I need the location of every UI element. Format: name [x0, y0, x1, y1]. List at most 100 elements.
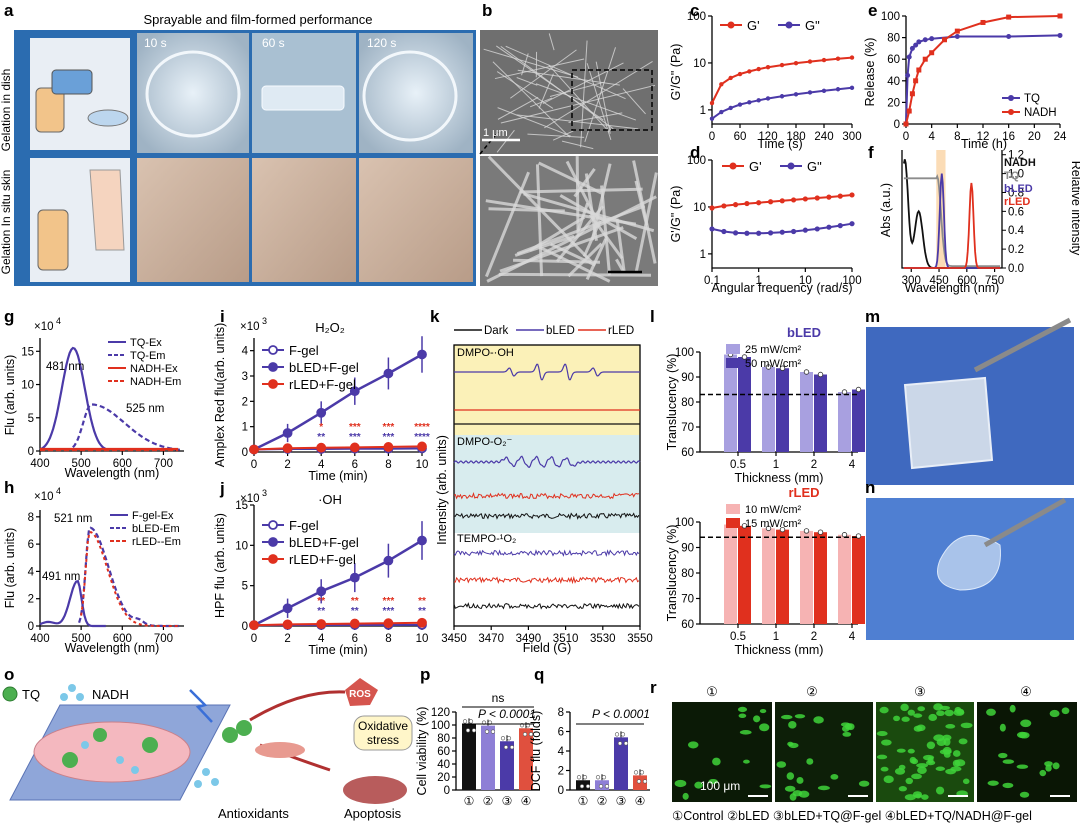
l-ytick-90: 90	[681, 372, 694, 384]
e-point-0-10	[1057, 32, 1063, 38]
c-point-0-12	[849, 55, 855, 60]
fluor-cell-1-11	[806, 758, 814, 765]
fluor-cell-1-19	[813, 716, 824, 724]
l2-dot-1-3	[855, 533, 862, 539]
c-point-0-4	[747, 69, 752, 74]
k-xlabel: Field (G)	[523, 641, 572, 655]
c-point-0-2	[728, 75, 733, 81]
d-point-0-4	[756, 200, 762, 206]
h-yunit: ×10	[34, 491, 54, 503]
d-point-0-5	[767, 199, 774, 205]
j-ytick-0: 0	[242, 621, 248, 633]
j-xtick-10: 10	[416, 633, 429, 645]
c-point-0-7	[779, 62, 785, 68]
f-y2tick-1: 0.2	[1008, 244, 1024, 256]
e-legend-0: TQ	[1024, 93, 1040, 105]
l-ytick-80: 80	[681, 397, 694, 409]
k-xtick-3450: 3450	[441, 633, 467, 645]
c-point-0-0	[709, 100, 715, 106]
fluor-image-2	[775, 702, 873, 802]
fluor-cell-0-3	[759, 709, 767, 714]
e-ytick-100: 100	[881, 11, 900, 23]
e-ytick-20: 20	[887, 97, 900, 109]
fluor-cell-2-53	[952, 750, 961, 757]
l2-dot-0-1	[765, 525, 772, 532]
l-bar-1-0	[738, 357, 751, 452]
legend-tq: TQ	[22, 687, 40, 702]
g-annot-525: 525 nm	[126, 403, 164, 415]
l2-bar-1-0	[738, 525, 751, 624]
j-ytick-10: 10	[235, 540, 248, 552]
fluor-cell-3-5	[1002, 782, 1014, 789]
antioxidants-label: Antioxidants	[218, 806, 289, 821]
i-sig-red-3: ****	[414, 422, 430, 433]
p-dot-1-3	[490, 729, 496, 734]
l-bar-1-1	[776, 368, 789, 452]
fluor-cell-0-9	[737, 706, 748, 713]
d-axes	[711, 160, 852, 269]
k-o2-rled	[453, 492, 640, 500]
l2-ylabel: Translucency (%)	[665, 525, 679, 622]
l2-ytick-60: 60	[681, 619, 694, 631]
fluor-cell-2-54	[883, 775, 894, 784]
sem-fiber-69	[485, 199, 637, 226]
c-point-0-1	[719, 82, 724, 87]
d-point-1-7	[790, 228, 797, 235]
l-legend-swatch-0	[726, 344, 740, 354]
c-ytick-100: 100	[687, 11, 706, 23]
f-series-tq	[903, 173, 1001, 268]
i-xtick-2: 2	[284, 459, 290, 471]
fluor-cell-1-3	[789, 793, 797, 801]
oxidative-box	[353, 715, 413, 751]
p-dot-2-1	[503, 745, 509, 750]
legend-nadh: NADH	[92, 687, 129, 702]
c-point-1-4	[747, 100, 752, 105]
c-point-0-11	[835, 56, 841, 61]
fluor-cell-2-9	[896, 748, 906, 753]
e-ytick-80: 80	[887, 33, 900, 45]
sem-fiber-31	[521, 53, 529, 76]
c-point-0-5	[756, 66, 761, 72]
chart-e: e 0 4 8 12 16 20 24 0 20 40 60 80 100 Release (%) Time …	[863, 1, 1067, 151]
fluor-cell-3-10	[1009, 704, 1016, 713]
g-legend-1: TQ-Em	[130, 350, 165, 362]
g-ytick-0: 0	[28, 446, 34, 458]
c-xtick-300: 300	[842, 131, 861, 143]
oxidative-line1: Oxidative	[358, 719, 408, 733]
h-legend-0: F-gel-Ex	[132, 510, 174, 522]
c-point-1-6	[765, 96, 771, 101]
fluor-cell-3-14	[1018, 731, 1030, 739]
fluor-cell-3-15	[986, 708, 996, 716]
f-legend-3: rLED	[1004, 196, 1030, 208]
sem-fiber-0	[552, 130, 574, 141]
q-dot-0-2	[582, 775, 588, 780]
l2-xtick-3: 4	[849, 631, 856, 643]
p-ytick-60: 60	[437, 746, 450, 758]
panel-r: r ① ② ③ ④ 100 μm ①Control ②bLED ③bLED+TQ…	[650, 678, 1077, 823]
panel-h-letter: h	[4, 478, 14, 497]
e-xtick-8: 8	[954, 131, 960, 143]
h-yunit-exponent: 4	[56, 486, 61, 496]
j-title: ·OH	[318, 492, 342, 507]
l2-legend-0: 10 mW/cm²	[745, 504, 802, 516]
q-pvalue: P < 0.0001	[592, 707, 650, 721]
d-point-1-2	[732, 230, 739, 236]
p-bar-2	[500, 741, 514, 790]
photo-skin-120s	[359, 158, 473, 282]
i-legend-marker-1	[268, 362, 278, 372]
l-dot-1-0	[741, 354, 748, 360]
j-yunit: ×10	[240, 493, 260, 505]
sem-fiber-25	[492, 61, 571, 138]
fluor-cell-2-43	[876, 754, 888, 760]
fluor-cell-1-2	[794, 714, 806, 719]
chart-d: d 0.1 1 10 100 1 10 100 G'/G" (Pa) Angular freque…	[669, 143, 862, 295]
j-xtick-2: 2	[284, 633, 290, 645]
i-point-1-3	[349, 386, 360, 397]
k-label-o2: DMPO-O₂⁻	[457, 436, 512, 448]
j-ytick-15: 15	[235, 500, 248, 512]
h-ylabel: Flu (arb. units)	[3, 528, 17, 609]
e-point-0-1	[905, 72, 911, 78]
j-point-1-2	[316, 586, 327, 597]
f-legend-2: bLED	[1004, 183, 1033, 195]
c-point-0-10	[821, 57, 827, 63]
